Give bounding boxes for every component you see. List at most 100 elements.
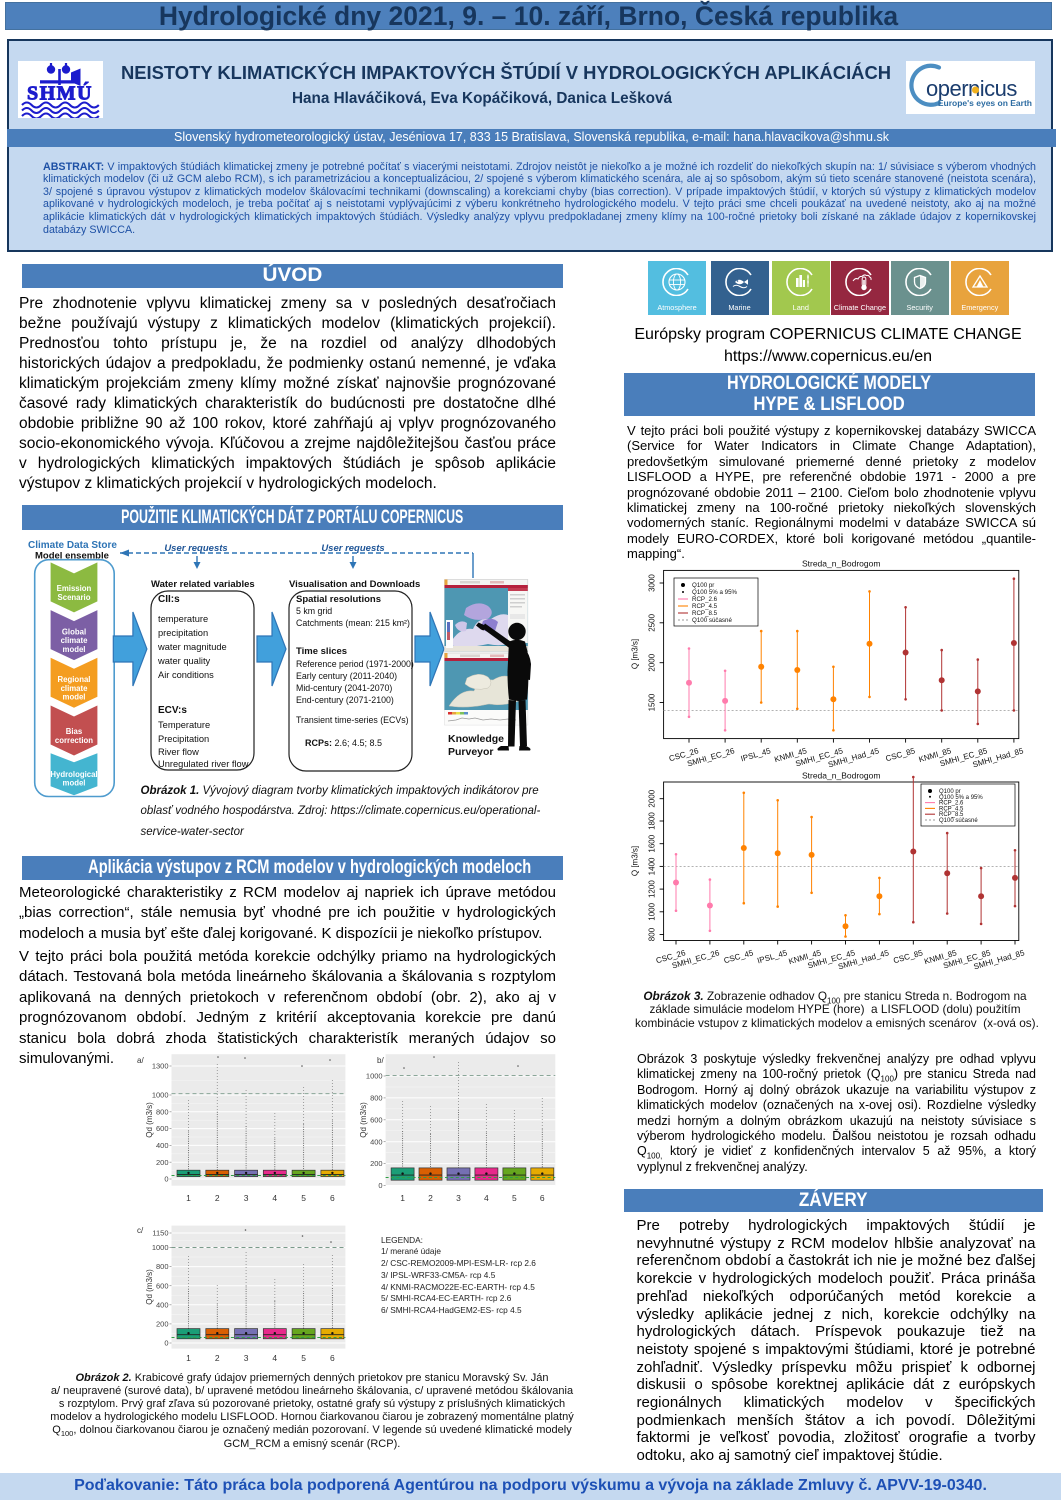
svg-text:1600: 1600	[648, 834, 657, 852]
svg-text:400: 400	[156, 1141, 169, 1150]
svg-text:Qd (m3/s): Qd (m3/s)	[145, 1102, 154, 1138]
svg-text:Time slices: Time slices	[296, 646, 347, 657]
svg-text:4: 4	[484, 1193, 489, 1203]
svg-text:climate: climate	[61, 684, 89, 693]
svg-text:Water related variables: Water related variables	[151, 579, 255, 590]
svg-text:RCP_4.5: RCP_4.5	[939, 806, 964, 812]
svg-text:Air conditions: Air conditions	[158, 670, 214, 680]
svg-text:IPSL_45: IPSL_45	[740, 746, 773, 763]
svg-text:Emission: Emission	[57, 584, 92, 593]
svg-text:2: 2	[215, 1193, 220, 1203]
svg-text:CSC_45: CSC_45	[723, 948, 755, 965]
svg-text:200: 200	[156, 1158, 169, 1167]
svg-text:Q [m3/s]: Q [m3/s]	[631, 639, 640, 669]
svg-text:3000: 3000	[648, 574, 657, 592]
svg-text:Q100 5% a 95%: Q100 5% a 95%	[692, 589, 738, 596]
svg-text:CSC_85: CSC_85	[885, 746, 917, 763]
svg-text:400: 400	[370, 1137, 383, 1146]
svg-text:Global: Global	[62, 628, 86, 637]
svg-text:1150: 1150	[152, 1229, 168, 1238]
svg-text:0: 0	[164, 1175, 168, 1184]
svg-text:3: 3	[244, 1193, 249, 1203]
svg-text:400: 400	[156, 1300, 169, 1309]
svg-text:RCP_8.5: RCP_8.5	[692, 610, 718, 617]
svg-text:Europe's eyes on Earth: Europe's eyes on Earth	[938, 98, 1032, 108]
svg-text:800: 800	[370, 1094, 383, 1103]
svg-text:1000: 1000	[152, 1243, 169, 1252]
svg-text:CII:s: CII:s	[158, 594, 180, 605]
svg-text:Unregulated river flow: Unregulated river flow	[158, 759, 249, 769]
svg-text:Q100 pr: Q100 pr	[692, 582, 714, 589]
svg-text:6: 6	[330, 1353, 335, 1363]
svg-text:200: 200	[156, 1320, 169, 1329]
svg-text:5: 5	[301, 1353, 306, 1363]
svg-text:2: 2	[428, 1193, 433, 1203]
svg-text:Model ensemble: Model ensemble	[35, 551, 109, 562]
svg-text:600: 600	[370, 1115, 383, 1124]
svg-text:4: 4	[272, 1353, 277, 1363]
svg-text:model: model	[63, 779, 86, 788]
svg-text:c/: c/	[137, 1226, 144, 1235]
svg-text:3: 3	[244, 1353, 249, 1363]
svg-text:Q100 súčasné: Q100 súčasné	[692, 617, 732, 624]
svg-text:1: 1	[400, 1193, 405, 1203]
svg-text:climate: climate	[61, 636, 89, 645]
svg-text:Early century (2011-2040): Early century (2011-2040)	[296, 671, 397, 681]
svg-text:User requests: User requests	[321, 543, 384, 554]
svg-text:End-century (2071-2100): End-century (2071-2100)	[296, 695, 394, 705]
svg-text:800: 800	[156, 1262, 169, 1271]
svg-text:1000: 1000	[152, 1091, 169, 1100]
svg-text:Climate Data Store: Climate Data Store	[28, 540, 117, 551]
svg-text:Catchments (mean: 215 km²): Catchments (mean: 215 km²)	[296, 618, 410, 628]
svg-text:1000: 1000	[648, 902, 657, 920]
svg-text:Scenario: Scenario	[58, 593, 91, 602]
svg-text:RCP_4.5: RCP_4.5	[692, 603, 718, 610]
svg-text:ECV:s: ECV:s	[158, 705, 187, 716]
svg-text:Spatial resolutions: Spatial resolutions	[296, 594, 381, 605]
svg-text:1200: 1200	[648, 880, 657, 898]
svg-text:5: 5	[512, 1193, 517, 1203]
svg-text:1400: 1400	[648, 857, 657, 875]
svg-text:Visualisation and Downloads: Visualisation and Downloads	[289, 579, 420, 590]
svg-text:6: 6	[330, 1193, 335, 1203]
svg-text:1500: 1500	[648, 693, 657, 711]
svg-text:Purveyor: Purveyor	[448, 746, 494, 758]
svg-text:Regional: Regional	[58, 675, 91, 684]
svg-text:Q100 súčasné: Q100 súčasné	[939, 818, 978, 824]
svg-text:precipitation: precipitation	[158, 628, 208, 638]
svg-text:4: 4	[272, 1193, 277, 1203]
svg-text:600: 600	[156, 1281, 169, 1290]
svg-text:1300: 1300	[152, 1062, 169, 1071]
svg-text:model: model	[63, 693, 86, 702]
svg-text:CSC_85: CSC_85	[892, 948, 924, 965]
svg-text:600: 600	[156, 1124, 169, 1133]
svg-text:River flow: River flow	[158, 747, 199, 757]
svg-text:1000: 1000	[366, 1072, 383, 1081]
svg-text:1: 1	[186, 1193, 191, 1203]
svg-text:1: 1	[186, 1353, 191, 1363]
svg-text:water magnitude: water magnitude	[157, 642, 227, 652]
svg-text:2000: 2000	[648, 789, 657, 807]
svg-text:Q [m3/s]: Q [m3/s]	[631, 846, 640, 876]
svg-text:temperature: temperature	[158, 614, 208, 624]
svg-text:0: 0	[378, 1181, 382, 1190]
svg-text:User requests: User requests	[164, 543, 227, 554]
svg-text:b/: b/	[377, 1056, 384, 1065]
svg-text:2500: 2500	[648, 613, 657, 631]
svg-text:6: 6	[540, 1193, 545, 1203]
svg-text:Streda_n_Bodrogom: Streda_n_Bodrogom	[802, 559, 880, 569]
svg-text:800: 800	[648, 927, 657, 941]
svg-text:opernicus: opernicus	[926, 76, 1017, 101]
svg-text:RCP_8.5: RCP_8.5	[939, 812, 964, 818]
svg-text:RCP_2.6: RCP_2.6	[692, 596, 718, 603]
svg-text:Qd (m3/s): Qd (m3/s)	[359, 1102, 368, 1138]
svg-text:Precipitation: Precipitation	[158, 734, 209, 744]
svg-text:IPSL_45: IPSL_45	[756, 948, 789, 965]
svg-text:Mid-century (2041-2070): Mid-century (2041-2070)	[296, 683, 392, 693]
svg-text:Qd (m3/s): Qd (m3/s)	[145, 1269, 154, 1305]
svg-text:Q100 5% a 95%: Q100 5% a 95%	[939, 795, 983, 801]
svg-text:Transient time-series (ECVs): Transient time-series (ECVs)	[296, 715, 409, 725]
svg-text:model: model	[63, 645, 86, 654]
svg-text:Temperature: Temperature	[158, 720, 210, 730]
svg-text:0: 0	[164, 1339, 168, 1348]
